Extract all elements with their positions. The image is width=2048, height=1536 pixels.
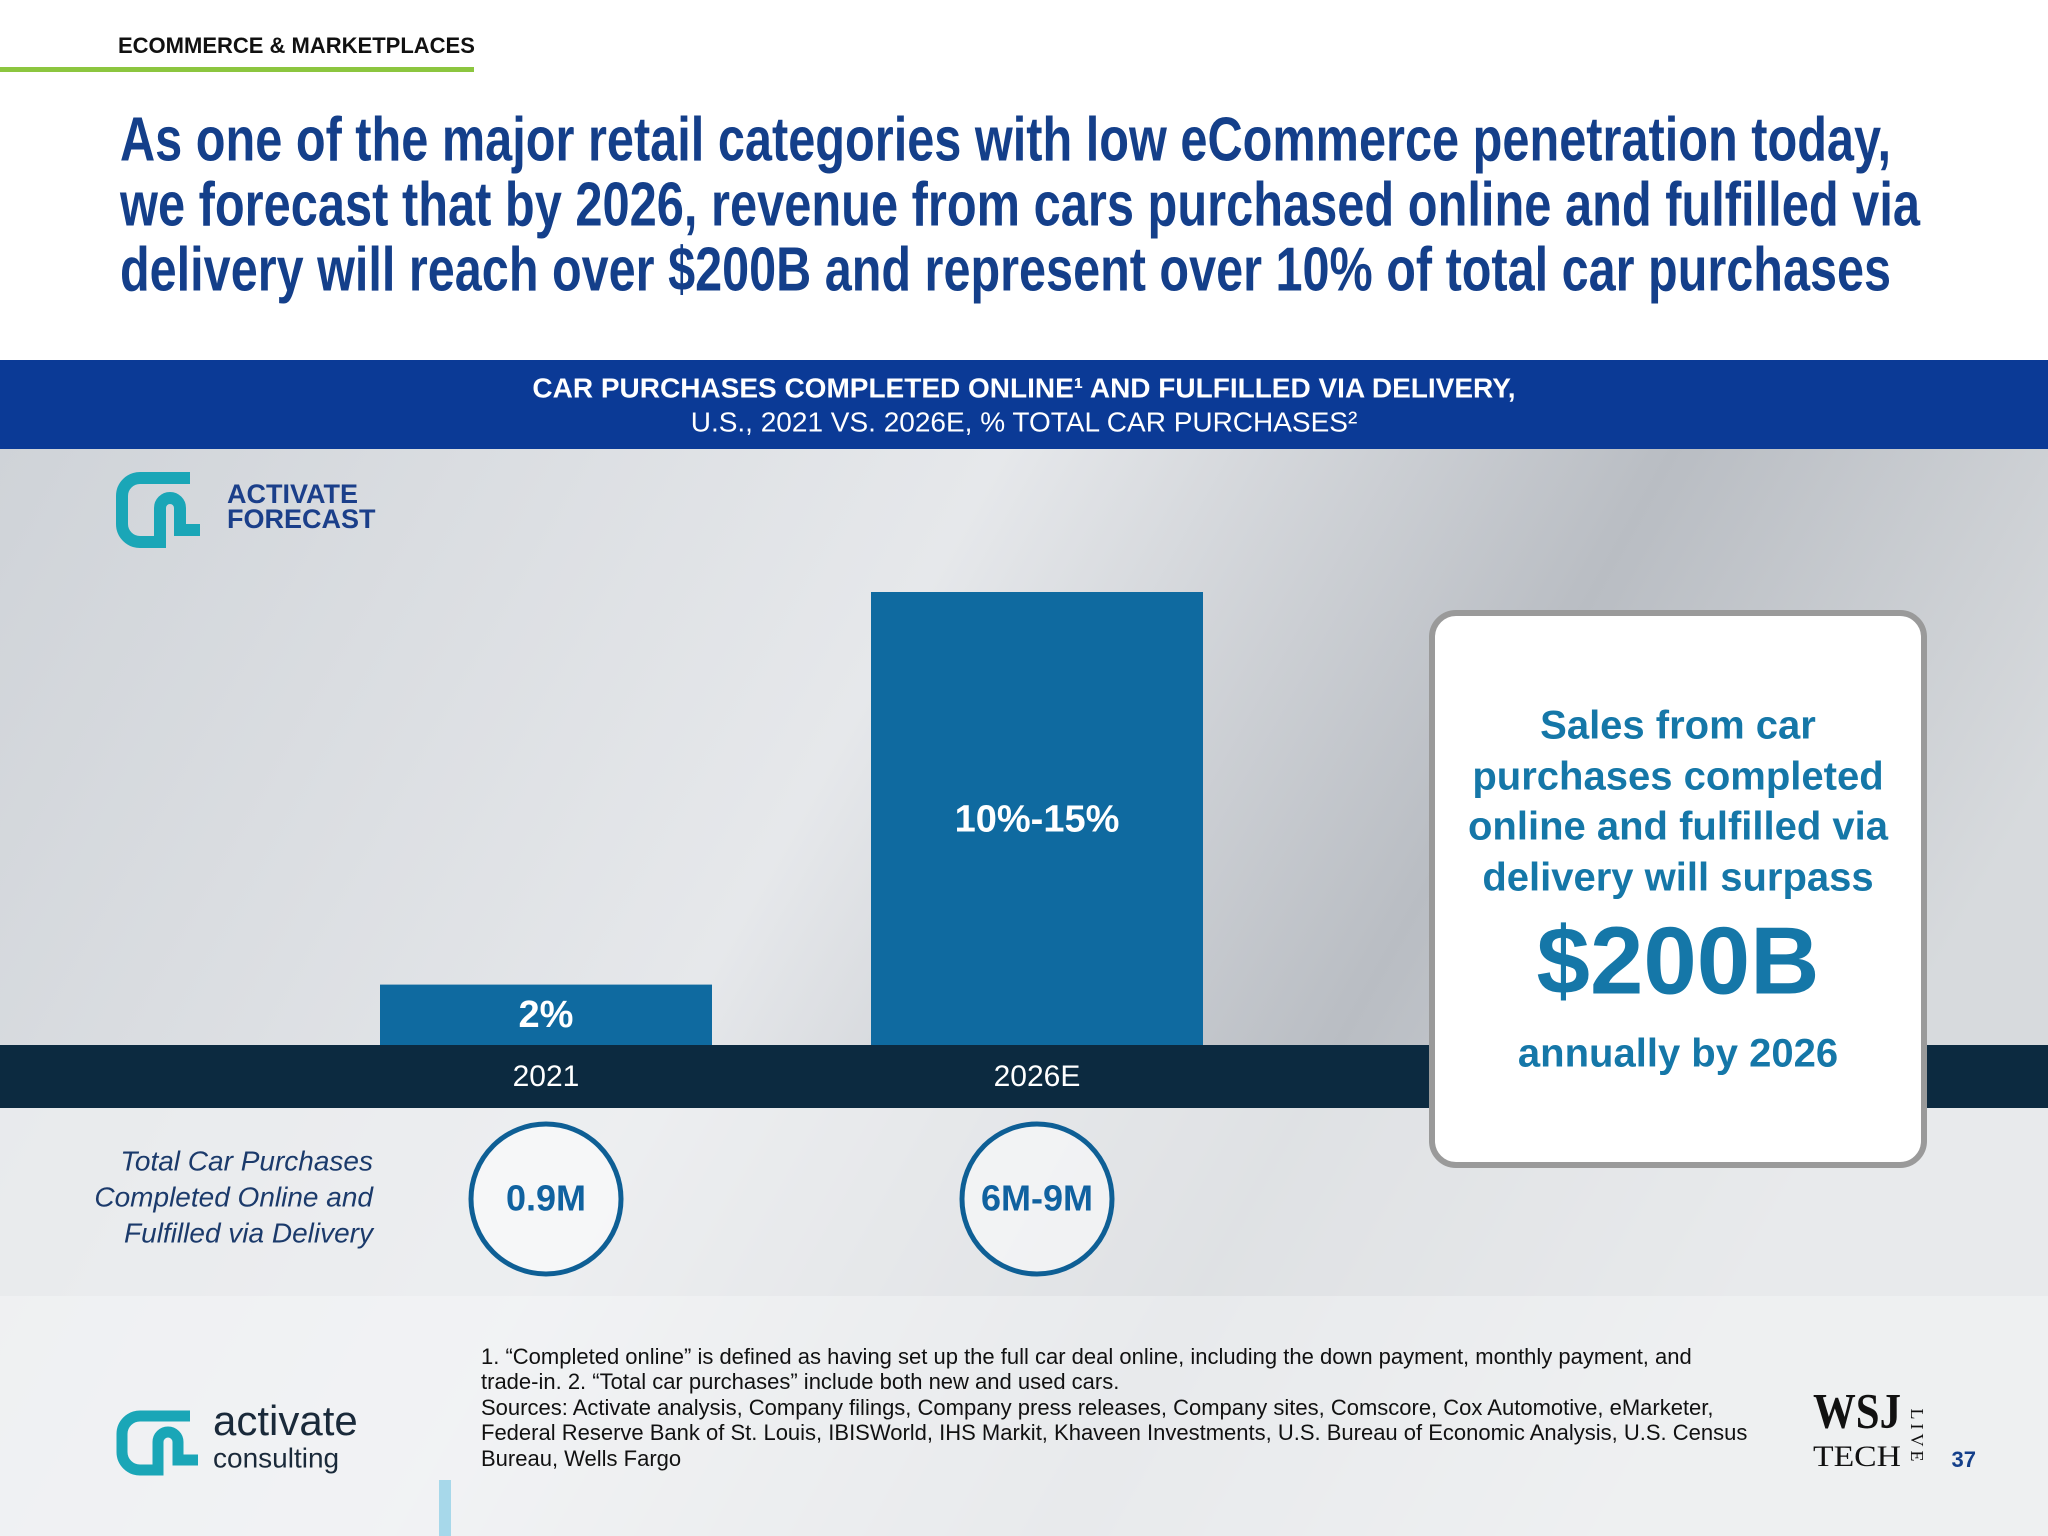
row-label: Fulfilled via Delivery bbox=[124, 1217, 375, 1248]
chart-subtitle: U.S., 2021 VS. 2026E, % TOTAL CAR PURCHA… bbox=[691, 406, 1358, 437]
row-label: Completed Online and bbox=[94, 1181, 374, 1212]
wsj-logo: WSJ TECH LIVE bbox=[1813, 1382, 1927, 1472]
logo-icon bbox=[116, 1410, 198, 1476]
footnote: trade-in. 2. “Total car purchases” inclu… bbox=[481, 1369, 1119, 1394]
callout-amount: $200B bbox=[1537, 907, 1820, 1014]
section-underline bbox=[0, 67, 474, 72]
callout: Sales from car purchases completed onlin… bbox=[1429, 610, 1927, 1168]
headline-line: As one of the major retail categories wi… bbox=[120, 105, 1891, 174]
wsj-side: LIVE bbox=[1907, 1409, 1927, 1466]
wsj-bottom: TECH bbox=[1813, 1440, 1901, 1473]
page-number: 37 bbox=[1952, 1447, 1976, 1472]
chart-title: CAR PURCHASES COMPLETED ONLINE¹ AND FULF… bbox=[532, 372, 1515, 403]
accent-bar bbox=[439, 1480, 451, 1536]
purchase-circle bbox=[468, 1121, 624, 1277]
headline-line: delivery will reach over $200B and repre… bbox=[120, 235, 1891, 304]
bar-value-label: 2% bbox=[519, 994, 574, 1036]
chart-header-band bbox=[0, 360, 2048, 449]
bar bbox=[380, 984, 712, 1045]
callout-text: purchases completed bbox=[1472, 755, 1883, 799]
callout-text: Sales from car bbox=[1540, 704, 1816, 748]
forecast-icon bbox=[116, 472, 200, 548]
purchase-value: 0.9M bbox=[506, 1178, 586, 1219]
section-label: ECOMMERCE & MARKETPLACES bbox=[118, 33, 475, 58]
bar-value-label: 10%-15% bbox=[955, 799, 1120, 841]
purchase-circle bbox=[959, 1121, 1115, 1277]
badge-text: ACTIVATE bbox=[227, 479, 358, 509]
wsj-top: WSJ bbox=[1813, 1382, 1901, 1438]
activate-logo: activate consulting bbox=[116, 1397, 358, 1476]
footnote: Federal Reserve Bank of St. Louis, IBISW… bbox=[481, 1420, 1747, 1445]
callout-box bbox=[1429, 610, 1927, 1168]
callout-text: online and fulfilled via bbox=[1468, 805, 1889, 849]
callout-text: delivery will surpass bbox=[1482, 856, 1873, 900]
purchase-circles: 0.9M 6M-9M bbox=[468, 1121, 1115, 1277]
x-tick-label: 2021 bbox=[513, 1060, 580, 1093]
bar-chart: 2% 2021 10%-15% 2026E bbox=[380, 592, 1203, 1093]
headline-line: we forecast that by 2026, revenue from c… bbox=[119, 170, 1920, 239]
x-tick-label: 2026E bbox=[994, 1060, 1081, 1093]
row-label: Total Car Purchases bbox=[120, 1145, 373, 1176]
badge-text: FORECAST bbox=[227, 504, 376, 534]
logo-sub: consulting bbox=[213, 1442, 339, 1473]
footer-band bbox=[0, 1296, 2048, 1536]
bar bbox=[871, 592, 1203, 1045]
forecast-badge: ACTIVATE FORECAST bbox=[116, 472, 376, 548]
footnote: 1. “Completed online” is defined as havi… bbox=[481, 1344, 1692, 1369]
footnote: Sources: Activate analysis, Company fili… bbox=[481, 1395, 1714, 1420]
callout-footer: annually by 2026 bbox=[1518, 1032, 1838, 1076]
footnote: Bureau, Wells Fargo bbox=[481, 1446, 681, 1471]
purchase-value: 6M-9M bbox=[981, 1178, 1093, 1219]
logo-name: activate bbox=[213, 1397, 358, 1444]
